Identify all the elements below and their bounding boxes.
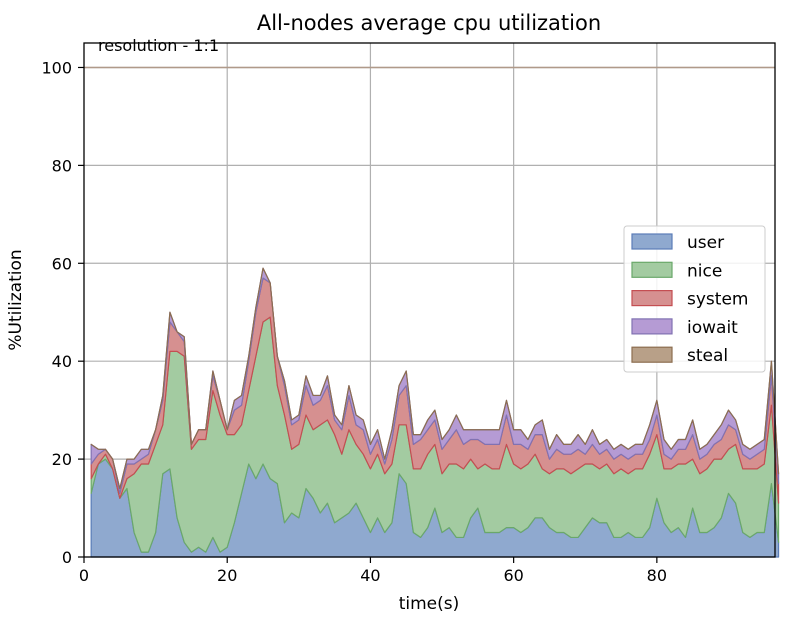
y-tick-label: 80 (52, 156, 72, 175)
legend-label-nice: nice (687, 261, 722, 281)
plot-area: 0 20 40 60 80 0 20 40 60 80 100 (41, 42, 780, 585)
chart-title: All-nodes average cpu utilization (257, 11, 601, 35)
legend-label-iowait: iowait (687, 318, 738, 338)
y-tick-label: 60 (52, 254, 72, 273)
x-axis-label: time(s) (399, 594, 460, 614)
legend-label-system: system (687, 290, 748, 310)
y-tick-label: 100 (41, 58, 72, 77)
x-tick-label: 80 (647, 566, 667, 585)
legend-swatch-steal (631, 346, 673, 363)
y-tick-label: 40 (52, 352, 72, 371)
legend-swatch-system (631, 290, 673, 307)
x-tick-label: 60 (503, 566, 523, 585)
legend-label-steal: steal (687, 346, 728, 366)
y-axis-label: %Utilization (6, 249, 26, 350)
x-tick-label: 40 (360, 566, 380, 585)
legend-swatch-user (631, 233, 673, 250)
legend-label-user: user (687, 233, 724, 253)
y-tick-label: 0 (62, 548, 72, 567)
legend: user nice system iowait steal (623, 225, 766, 373)
legend-swatch-nice (631, 261, 673, 278)
y-tick-label: 20 (52, 450, 72, 469)
x-tick-label: 0 (79, 566, 89, 585)
resolution-annotation: resolution - 1:1 (98, 36, 219, 55)
legend-swatch-iowait (631, 318, 673, 335)
series-area-steal (90, 267, 780, 490)
x-tick-label: 20 (217, 566, 237, 585)
plot-frame (83, 42, 776, 558)
